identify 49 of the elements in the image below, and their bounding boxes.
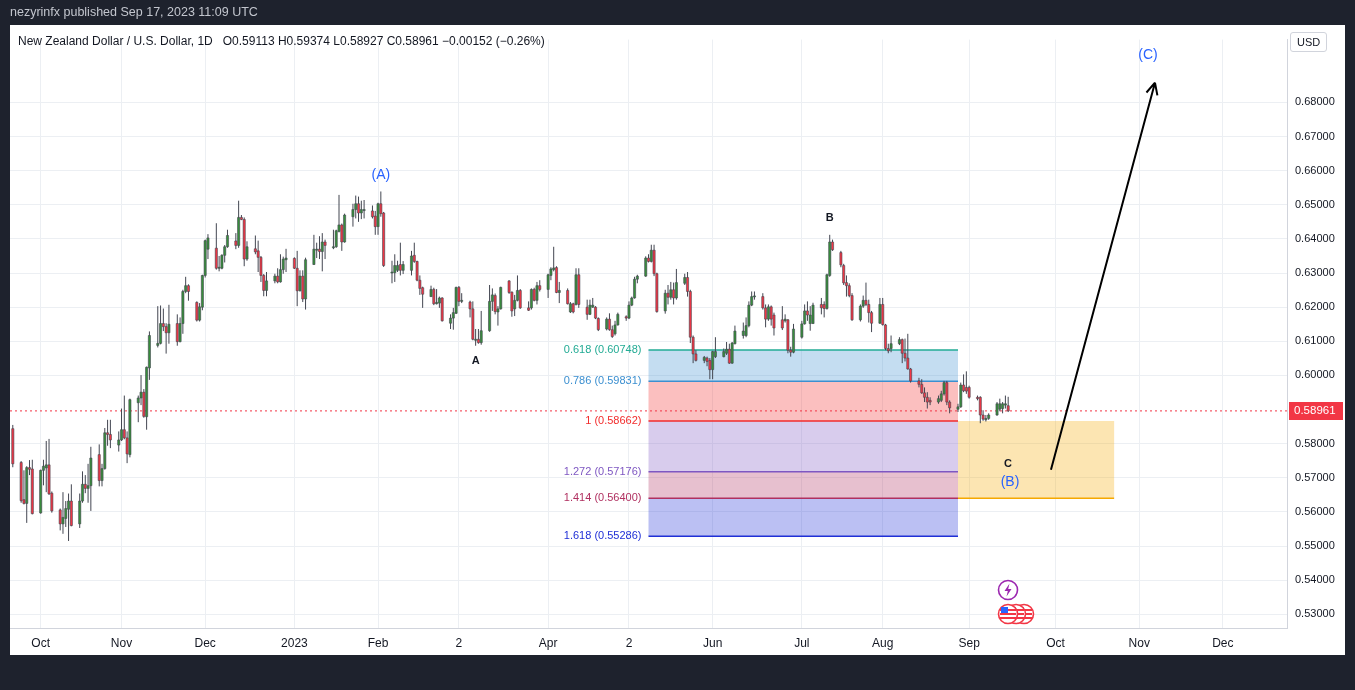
y-tick-label: 0.58000 — [1295, 436, 1335, 449]
y-tick-label: 0.61000 — [1295, 334, 1335, 347]
y-tick-label: 0.67000 — [1295, 129, 1335, 142]
series-label: 0.618 (0.60748) — [563, 342, 642, 355]
x-tick-label: Dec — [1212, 635, 1234, 650]
y-tick-label: 0.55000 — [1295, 539, 1335, 552]
series-label: 1 (0.58662) — [585, 414, 642, 427]
candlestick — [265, 271, 268, 297]
y-tick-label: 0.62000 — [1295, 300, 1335, 313]
text: nezyrinfx published Sep 17, 2023 11:09 UTC — [10, 5, 258, 19]
y-tick-label: 0.57000 — [1295, 470, 1335, 483]
y-tick-label: 0.56000 — [1295, 504, 1335, 517]
x-tick-label: Jun — [702, 635, 723, 650]
y-tick-label: 0.66000 — [1295, 163, 1335, 176]
x-tick-label: Sep — [958, 635, 981, 650]
y-tick-label: 0.60000 — [1295, 368, 1335, 381]
y-tick-label: 0.68000 — [1295, 95, 1335, 108]
x-tick-label: Aug — [872, 635, 894, 650]
y-tick-label: 0.64000 — [1295, 231, 1335, 244]
x-tick-label: Jul — [794, 635, 810, 650]
annotation: B — [825, 210, 834, 223]
chart-subtitle: O0.59113 H0.59374 L0.58927 C0.58961 −0.00152 (−0.26%) — [222, 34, 545, 48]
y-tick-label: 0.63000 — [1295, 266, 1335, 279]
ref-line-label: 0.58961 — [1294, 404, 1336, 417]
series-label: 1.272 (0.57176) — [563, 464, 642, 477]
text: USD — [1290, 32, 1328, 52]
x-tick-label: Oct — [31, 635, 51, 650]
annotation: (A) — [371, 166, 391, 183]
candlestick — [159, 304, 162, 345]
y-tick-label: 0.54000 — [1295, 573, 1335, 586]
annotation: (C) — [1138, 45, 1158, 62]
y-tick-label: 0.53000 — [1295, 607, 1335, 620]
annotation: A — [471, 353, 480, 366]
y-tick-label: 0.65000 — [1295, 197, 1335, 210]
series-label: 0.786 (0.59831) — [563, 374, 642, 387]
x-tick-label: Dec — [194, 635, 216, 650]
x-tick-label: 2023 — [281, 635, 309, 650]
x-tick-label: Oct — [1046, 635, 1066, 650]
x-tick-label: 2 — [455, 635, 463, 650]
x-tick-label: 2 — [625, 635, 633, 650]
x-tick-label: Nov — [1128, 635, 1150, 650]
series-label: 1.618 (0.55286) — [563, 529, 642, 542]
x-tick-label: Nov — [110, 635, 133, 650]
x-tick-label: Feb — [367, 635, 389, 650]
x-tick-label: Apr — [538, 635, 558, 650]
chart-title: New Zealand Dollar / U.S. Dollar, 1D — [18, 34, 213, 48]
annotation: C — [1004, 457, 1013, 470]
annotation: (B) — [1000, 472, 1020, 489]
series-label: 1.414 (0.56400) — [563, 491, 642, 504]
